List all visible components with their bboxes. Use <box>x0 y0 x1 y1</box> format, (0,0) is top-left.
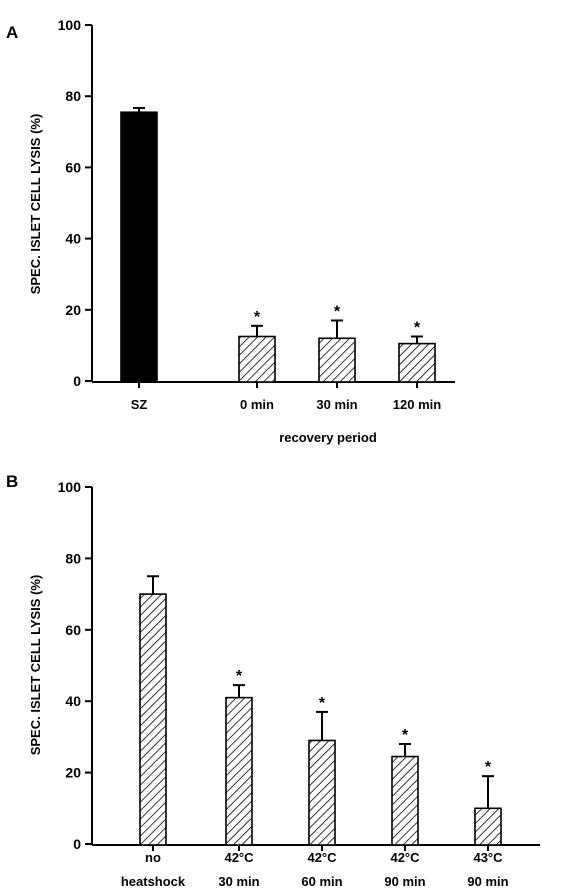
y-axis-label-b: SPEC. ISLET CELL LYSIS (%) <box>28 575 43 756</box>
y-tick-label: 20 <box>65 302 81 318</box>
significance-marker: * <box>319 695 326 712</box>
significance-marker: * <box>485 759 492 776</box>
y-tick-label: 40 <box>65 693 81 709</box>
panel-label-b: B <box>6 472 18 491</box>
x-tick-label: heatshock <box>121 874 186 889</box>
x-tick-label: 90 min <box>467 874 508 889</box>
significance-marker: * <box>402 727 409 744</box>
significance-marker: * <box>254 309 261 326</box>
x-tick-label: 120 min <box>393 397 441 412</box>
x-tick-label: no <box>145 850 161 865</box>
x-tick-label: SZ <box>131 397 148 412</box>
x-tick-label: 42°C <box>307 850 337 865</box>
y-axis-label-a: SPEC. ISLET CELL LYSIS (%) <box>28 114 43 295</box>
bar <box>225 696 253 846</box>
x-tick-label: 90 min <box>384 874 425 889</box>
y-tick-label: 60 <box>65 622 81 638</box>
y-tick-label: 100 <box>58 479 82 495</box>
y-tick-label: 80 <box>65 88 81 104</box>
x-tick-label: 30 min <box>316 397 357 412</box>
bar <box>318 337 356 383</box>
bar <box>398 342 436 383</box>
x-tick-label: 42°C <box>390 850 420 865</box>
chart-panel-a: A SPEC. ISLET CELL LYSIS (%) recovery pe… <box>6 17 455 445</box>
bar <box>139 593 167 846</box>
bar <box>238 335 276 383</box>
y-tick-label: 20 <box>65 765 81 781</box>
bar <box>474 807 502 846</box>
x-tick-label: 60 min <box>301 874 342 889</box>
bar <box>120 111 158 383</box>
x-tick-label: 0 min <box>240 397 274 412</box>
y-tick-label: 60 <box>65 159 81 175</box>
x-tick-label: 42°C <box>224 850 254 865</box>
x-tick-label: 43°C <box>473 850 503 865</box>
y-tick-label: 100 <box>58 17 82 33</box>
x-axis-label-a: recovery period <box>279 430 377 445</box>
bar <box>391 755 419 846</box>
y-tick-label: 0 <box>73 373 81 389</box>
y-tick-label: 40 <box>65 231 81 247</box>
significance-marker: * <box>236 668 243 685</box>
significance-marker: * <box>414 320 421 337</box>
chart-panel-b: B SPEC. ISLET CELL LYSIS (%) 0 20 40 60 80 10… <box>6 472 540 889</box>
bar <box>308 739 336 846</box>
significance-marker: * <box>334 303 341 320</box>
y-tick-label: 0 <box>73 836 81 852</box>
x-tick-label: 30 min <box>218 874 259 889</box>
panel-label-a: A <box>6 23 18 42</box>
y-tick-label: 80 <box>65 550 81 566</box>
